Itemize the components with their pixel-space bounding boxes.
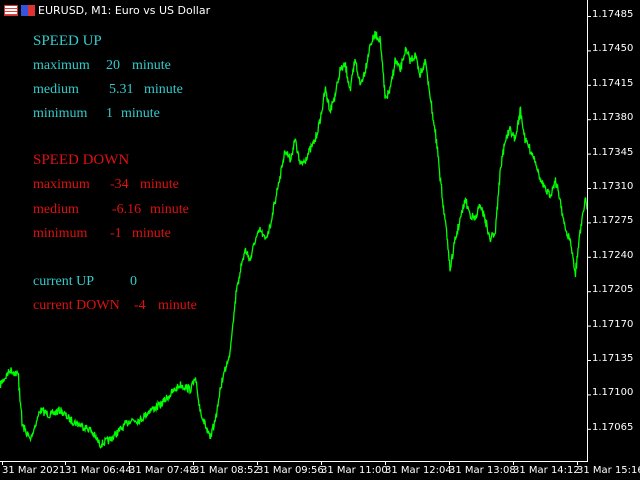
speed-up-max-label: maximum — [33, 58, 90, 73]
speed-down-min-unit: minute — [132, 226, 171, 241]
speed-up-title: SPEED UP — [33, 33, 102, 49]
speed-down-med-value: -6.16 — [112, 202, 142, 217]
speed-up-max-value: 20 — [106, 58, 120, 73]
chart-title: EURUSD, M1: Euro vs US Dollar — [38, 4, 211, 17]
price-tick-label: 1.17065 — [592, 421, 634, 433]
speed-up-min-unit: minute — [121, 106, 160, 121]
speed-down-min-value: -1 — [110, 226, 122, 241]
time-tick-label: 31 Mar 2021 — [2, 465, 66, 476]
speed-up-med-unit: minute — [144, 82, 183, 97]
time-tick-label: 31 Mar 12:04 — [385, 465, 452, 476]
price-line — [0, 30, 588, 449]
time-tick-label: 31 Mar 07:48 — [129, 465, 196, 476]
price-tick-label: 1.17415 — [592, 77, 634, 89]
price-tick-label: 1.17450 — [592, 43, 634, 55]
speed-down-med-label: medium — [33, 202, 79, 217]
chart-type-icon[interactable] — [21, 5, 35, 16]
speed-down-max-unit: minute — [140, 177, 179, 192]
speed-down-title: SPEED DOWN — [33, 152, 130, 168]
price-tick-label: 1.17275 — [592, 215, 634, 227]
speed-down-max-value: -34 — [110, 177, 129, 192]
axis-ticks — [2, 16, 591, 465]
speed-down-max-label: maximum — [33, 177, 90, 192]
price-tick-label: 1.17205 — [592, 284, 634, 296]
price-tick-label: 1.17100 — [592, 387, 634, 399]
price-tick-label: 1.17170 — [592, 318, 634, 330]
speed-up-max-unit: minute — [132, 58, 171, 73]
time-tick-label: 31 Mar 06:44 — [65, 465, 132, 476]
current-down-value: -4 — [134, 298, 146, 313]
price-tick-label: 1.17380 — [592, 112, 634, 124]
price-line-group — [0, 30, 588, 449]
speed-down-min-label: minimum — [33, 226, 88, 241]
speed-up-min-value: 1 — [106, 106, 113, 121]
speed-down-med-unit: minute — [150, 202, 189, 217]
time-tick-label: 31 Mar 14:12 — [513, 465, 580, 476]
current-up-label: current UP — [33, 274, 95, 289]
table-icon[interactable] — [4, 5, 18, 16]
price-tick-label: 1.17310 — [592, 181, 634, 192]
time-tick-label: 31 Mar 08:52 — [193, 465, 260, 476]
price-tick-label: 1.17345 — [592, 146, 634, 158]
price-tick-label: 1.17485 — [592, 9, 634, 20]
time-tick-label: 31 Mar 09:56 — [257, 465, 324, 476]
current-down-label: current DOWN — [33, 298, 120, 313]
price-tick-label: 1.17240 — [592, 249, 634, 261]
current-up-value: 0 — [130, 274, 137, 289]
current-down-unit: minute — [158, 298, 197, 313]
time-tick-label: 31 Mar 11:00 — [321, 465, 388, 476]
price-tick-label: 1.17135 — [592, 353, 634, 364]
time-tick-label: 31 Mar 13:08 — [449, 465, 516, 476]
chart-title-bar: EURUSD, M1: Euro vs US Dollar — [4, 4, 210, 17]
speed-up-min-label: minimum — [33, 106, 88, 121]
speed-up-med-value: 5.31 — [109, 82, 134, 97]
speed-up-med-label: medium — [33, 82, 79, 97]
time-tick-label: 31 Mar 15:16 — [577, 465, 640, 476]
